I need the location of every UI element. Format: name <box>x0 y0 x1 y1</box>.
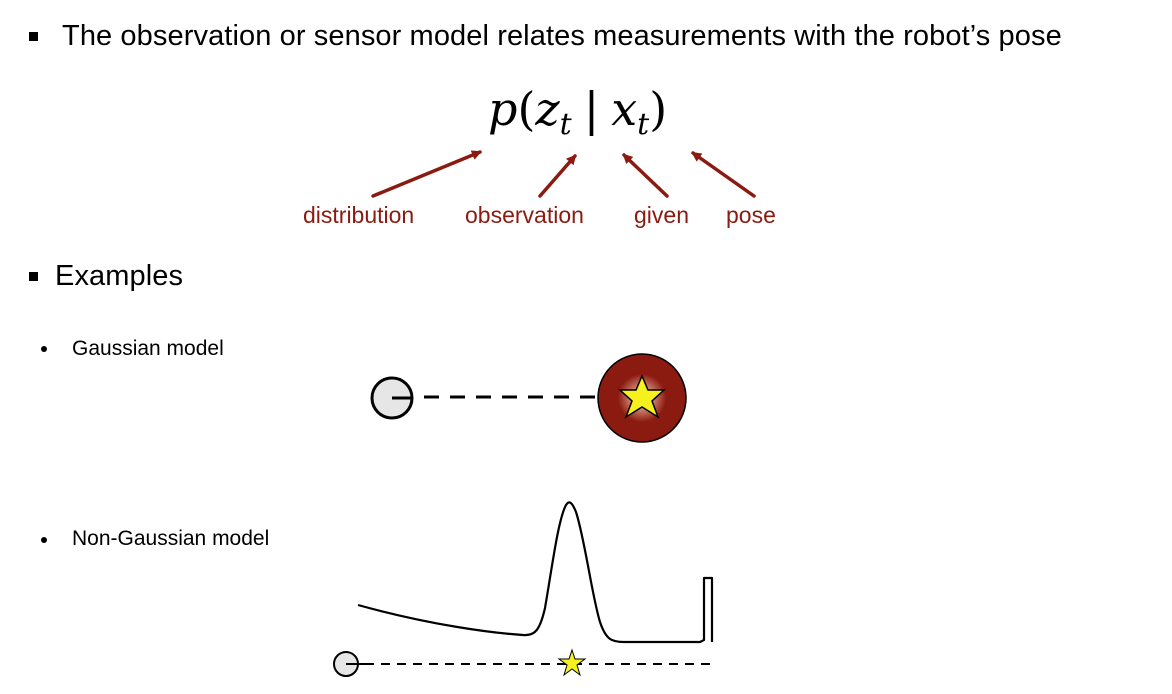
arrow-distribution <box>371 150 482 198</box>
formula-close-paren: ) <box>649 82 668 136</box>
gaussian-bullet-marker <box>41 346 47 352</box>
gaussian-model-label: Gaussian model <box>72 337 224 360</box>
robot-circle-icon <box>370 376 414 420</box>
formula-z-subscript: t <box>559 107 572 142</box>
annotation-observation: observation <box>465 202 584 228</box>
non-gaussian-distribution-curve <box>357 501 714 644</box>
annotation-given: given <box>634 202 689 228</box>
formula-z: z <box>535 82 560 136</box>
annotation-pose: pose <box>726 202 776 228</box>
non-gaussian-diagram <box>333 501 714 677</box>
main-bullet-marker <box>29 32 38 41</box>
arrow-observation <box>538 154 577 198</box>
formula: p(zt | xt) <box>488 86 667 140</box>
non-gaussian-bullet-marker <box>41 537 47 543</box>
formula-p: p <box>488 82 518 136</box>
formula-x-subscript: t <box>637 107 650 142</box>
slide-heading: The observation or sensor model relates … <box>62 20 1062 52</box>
examples-bullet-marker <box>29 272 38 281</box>
formula-open-paren: ( <box>517 82 536 136</box>
arrow-given <box>622 153 669 198</box>
landmark-star-icon <box>557 648 587 677</box>
non-gaussian-model-label: Non-Gaussian model <box>72 527 270 550</box>
annotation-distribution: distribution <box>303 202 415 228</box>
examples-heading: Examples <box>55 260 184 292</box>
formula-given-bar: | <box>583 82 600 136</box>
arrow-pose <box>691 151 756 198</box>
landmark-star-icon <box>618 374 666 419</box>
gaussian-diagram <box>370 353 687 443</box>
robot-circle-icon <box>333 651 366 677</box>
annotation-arrows <box>371 150 756 198</box>
formula-x: x <box>611 82 638 136</box>
